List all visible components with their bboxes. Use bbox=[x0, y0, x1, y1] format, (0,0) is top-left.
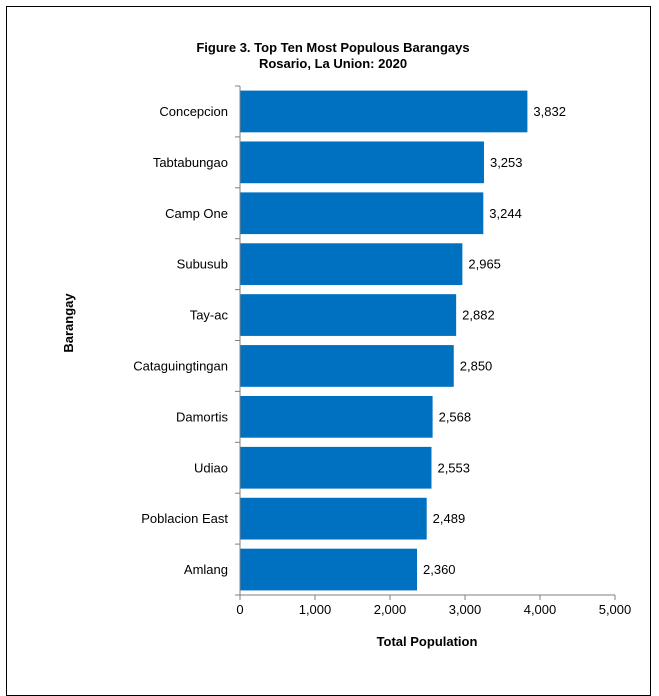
category-label: Udiao bbox=[194, 460, 228, 475]
x-tick-label: 2,000 bbox=[374, 602, 407, 617]
value-label: 2,882 bbox=[462, 308, 495, 323]
category-label: Camp One bbox=[165, 206, 228, 221]
category-label: Damortis bbox=[176, 409, 229, 424]
value-label: 3,832 bbox=[533, 104, 566, 119]
bar-amlang bbox=[240, 548, 417, 591]
y-axis-title: Barangay bbox=[61, 293, 76, 353]
plot-area: Concepcion 3,832 Tabtabungao 3,253 Camp One 3… bbox=[133, 85, 632, 617]
category-label: Tay-ac bbox=[190, 308, 229, 323]
value-label: 2,965 bbox=[468, 257, 501, 272]
value-label: 3,253 bbox=[490, 155, 523, 170]
bar-tay-ac bbox=[240, 294, 457, 336]
category-label: Subusub bbox=[177, 257, 228, 272]
x-tick-label: 3,000 bbox=[449, 602, 482, 617]
x-tick-label: 0 bbox=[236, 602, 243, 617]
category-label: Tabtabungao bbox=[153, 155, 228, 170]
chart-subtitle: Rosario, La Union: 2020 bbox=[259, 56, 407, 71]
value-label: 2,489 bbox=[433, 511, 466, 526]
value-label: 3,244 bbox=[489, 206, 522, 221]
category-label: Concepcion bbox=[159, 104, 228, 119]
x-tick-label: 4,000 bbox=[524, 602, 557, 617]
x-tick-label: 5,000 bbox=[599, 602, 632, 617]
category-label: Amlang bbox=[184, 562, 228, 577]
x-tick-label: 1,000 bbox=[299, 602, 332, 617]
bar-concepcion bbox=[240, 90, 528, 133]
bar-poblacion-east bbox=[240, 497, 427, 540]
chart-title: Figure 3. Top Ten Most Populous Barangay… bbox=[196, 40, 469, 55]
value-label: 2,568 bbox=[439, 409, 472, 424]
category-label: Cataguingtingan bbox=[133, 358, 228, 373]
category-label: Poblacion East bbox=[141, 511, 228, 526]
value-label: 2,360 bbox=[423, 562, 456, 577]
bar-camp-one bbox=[240, 192, 484, 235]
bar-damortis bbox=[240, 395, 433, 438]
bar-udiao bbox=[240, 446, 432, 489]
bar-subusub bbox=[240, 243, 463, 286]
x-axis-title: Total Population bbox=[377, 634, 478, 649]
bar-tabtabungao bbox=[240, 141, 484, 184]
value-label: 2,553 bbox=[437, 460, 470, 475]
value-label: 2,850 bbox=[460, 358, 493, 373]
bar-cataguingtingan bbox=[240, 345, 454, 387]
